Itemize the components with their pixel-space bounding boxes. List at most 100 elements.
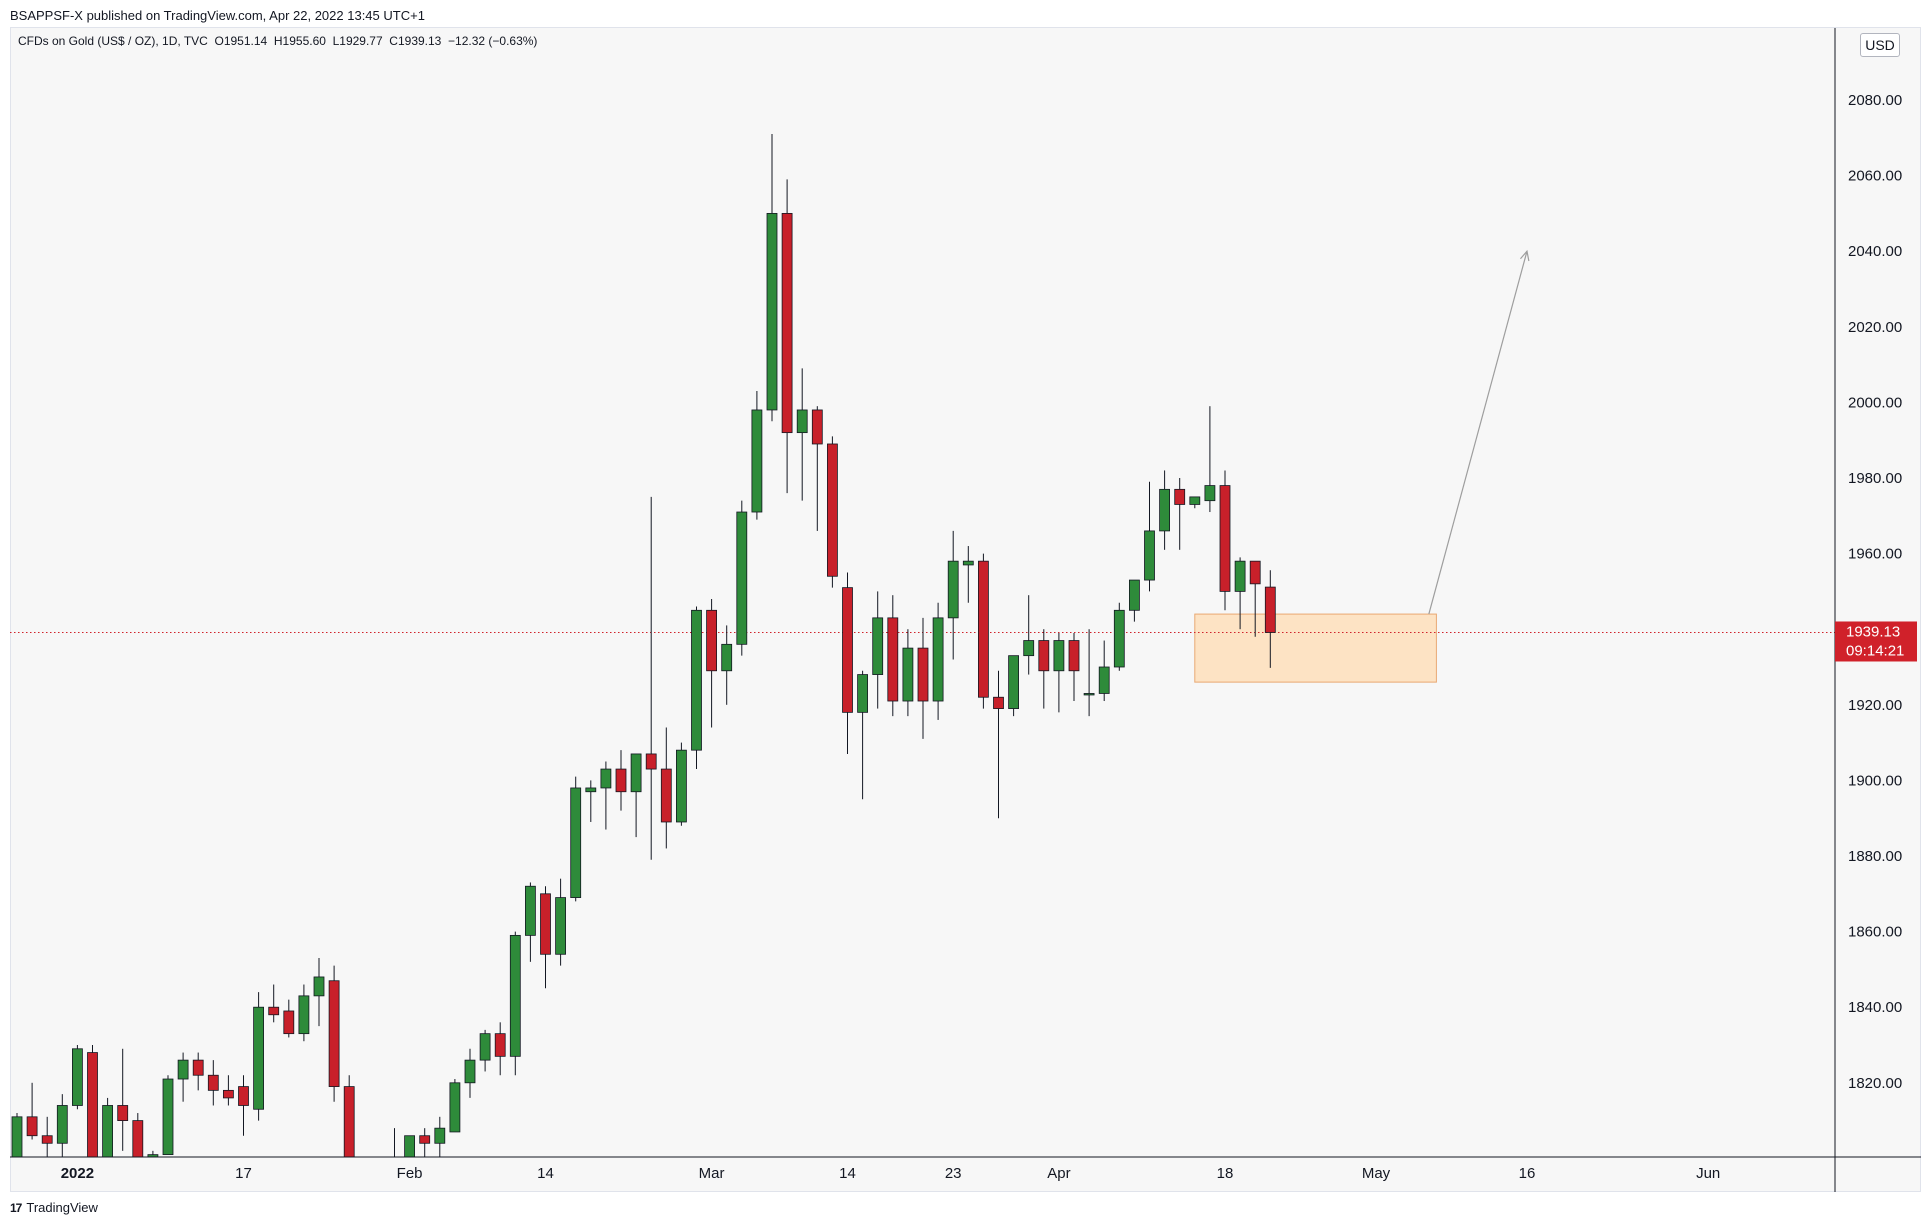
candle-body-up	[1098, 666, 1110, 694]
candle-body-up	[947, 560, 959, 619]
candle	[962, 546, 974, 603]
candle	[1008, 655, 1019, 717]
candle-body-up	[736, 511, 748, 645]
candle-body-up	[479, 1033, 491, 1061]
price-tick-label: 1820.00	[1848, 1075, 1902, 1092]
symbol-label[interactable]: CFDs on Gold (US$ / OZ), 1D, TVC	[18, 34, 208, 48]
candle	[932, 602, 944, 720]
candle-body-down	[811, 409, 823, 445]
time-tick-label: Mar	[699, 1165, 725, 1182]
candle-body-up	[102, 1105, 113, 1157]
candle	[419, 1128, 431, 1157]
time-tick-label: Jun	[1696, 1165, 1720, 1182]
candle	[1068, 632, 1080, 702]
candle-body-down	[283, 1010, 295, 1035]
time-tick-label: 17	[235, 1165, 252, 1182]
candle-body-up	[932, 617, 944, 702]
candle-body-down	[706, 609, 717, 672]
candle	[1023, 595, 1035, 675]
candle-body-up	[857, 674, 868, 713]
candle-body-down	[87, 1052, 98, 1157]
candle-body-up	[509, 934, 521, 1057]
time-tick-label: May	[1362, 1165, 1391, 1182]
candle-body-down	[660, 768, 672, 823]
tradingview-brand[interactable]: 17 TradingView	[10, 1200, 98, 1215]
candle	[102, 1097, 113, 1157]
publisher-line: BSAPPSF-X published on TradingView.com, …	[10, 8, 425, 23]
price-tick-label: 2020.00	[1848, 319, 1902, 336]
time-tick-label: Apr	[1047, 1165, 1070, 1182]
candle-body-up	[374, 1158, 384, 1160]
time-tick-label: 14	[537, 1165, 554, 1182]
projection-arrow-line	[1428, 251, 1528, 615]
candle-body-up	[962, 560, 974, 566]
candle	[947, 530, 959, 660]
last-price-label-box	[1835, 621, 1917, 662]
plot-area	[10, 134, 1835, 1160]
price-tick-label: 2040.00	[1848, 243, 1902, 260]
candle	[313, 958, 325, 1027]
candle	[751, 391, 763, 520]
candle	[268, 984, 280, 1023]
candle	[600, 761, 612, 830]
bar-countdown: 09:14:21	[1846, 642, 1904, 659]
candle	[570, 776, 582, 902]
candle	[736, 500, 748, 656]
candle	[72, 1045, 83, 1110]
candle-body-up	[298, 995, 310, 1035]
symbol-ohlc-legend: CFDs on Gold (US$ / OZ), 1D, TVC O1951.1…	[18, 34, 537, 48]
candle	[917, 617, 929, 739]
candle	[706, 598, 717, 728]
candle	[555, 878, 566, 966]
candle-body-up	[359, 1158, 369, 1160]
candle	[525, 882, 536, 962]
candle-body-down	[1249, 560, 1261, 585]
candle	[222, 1075, 234, 1106]
candle-body-up	[1129, 579, 1140, 611]
candle	[404, 1135, 416, 1157]
candle-body-up	[1159, 488, 1170, 532]
candle	[1129, 579, 1140, 622]
candle-body-down	[419, 1135, 431, 1144]
candle-body-up	[72, 1048, 83, 1106]
candle-body-down	[41, 1135, 53, 1144]
price-tick-label: 2000.00	[1848, 394, 1902, 411]
currency-button[interactable]: USD	[1860, 33, 1900, 57]
price-tick-label: 1980.00	[1848, 470, 1902, 487]
candle	[1249, 560, 1261, 637]
candle	[87, 1045, 98, 1157]
candle-body-down	[238, 1086, 249, 1106]
candle	[434, 1116, 446, 1157]
demand-zone-rectangle	[1194, 613, 1437, 683]
candle-body-down	[343, 1086, 355, 1157]
candle	[238, 1075, 249, 1136]
candle	[978, 553, 989, 709]
candle	[857, 670, 868, 800]
candle-body-down	[192, 1059, 204, 1076]
candle	[1098, 640, 1110, 702]
candle-body-down	[328, 980, 340, 1087]
candle	[394, 1128, 395, 1157]
candle-body-up	[630, 753, 642, 793]
candle-body-down	[268, 1006, 280, 1016]
time-tick-label: Feb	[397, 1165, 423, 1182]
candle-body-down	[887, 617, 899, 702]
time-tick-label: 14	[839, 1165, 856, 1182]
candle	[298, 984, 310, 1042]
candle	[359, 1158, 369, 1160]
candle-body-up	[56, 1105, 68, 1144]
candle-body-down	[781, 212, 793, 434]
candle-body-up	[721, 643, 733, 672]
candle-body-up	[1234, 560, 1246, 592]
candle-body-down	[26, 1116, 38, 1137]
candle-body-up	[449, 1082, 461, 1133]
candle-body-up	[313, 976, 325, 997]
candle-body-down	[1264, 586, 1276, 633]
candle	[842, 572, 853, 754]
candle	[1204, 406, 1216, 513]
candle-body-down	[645, 753, 657, 770]
price-tick-label: 1900.00	[1848, 772, 1902, 789]
candle-body-down	[117, 1105, 129, 1121]
candle	[343, 1075, 355, 1157]
